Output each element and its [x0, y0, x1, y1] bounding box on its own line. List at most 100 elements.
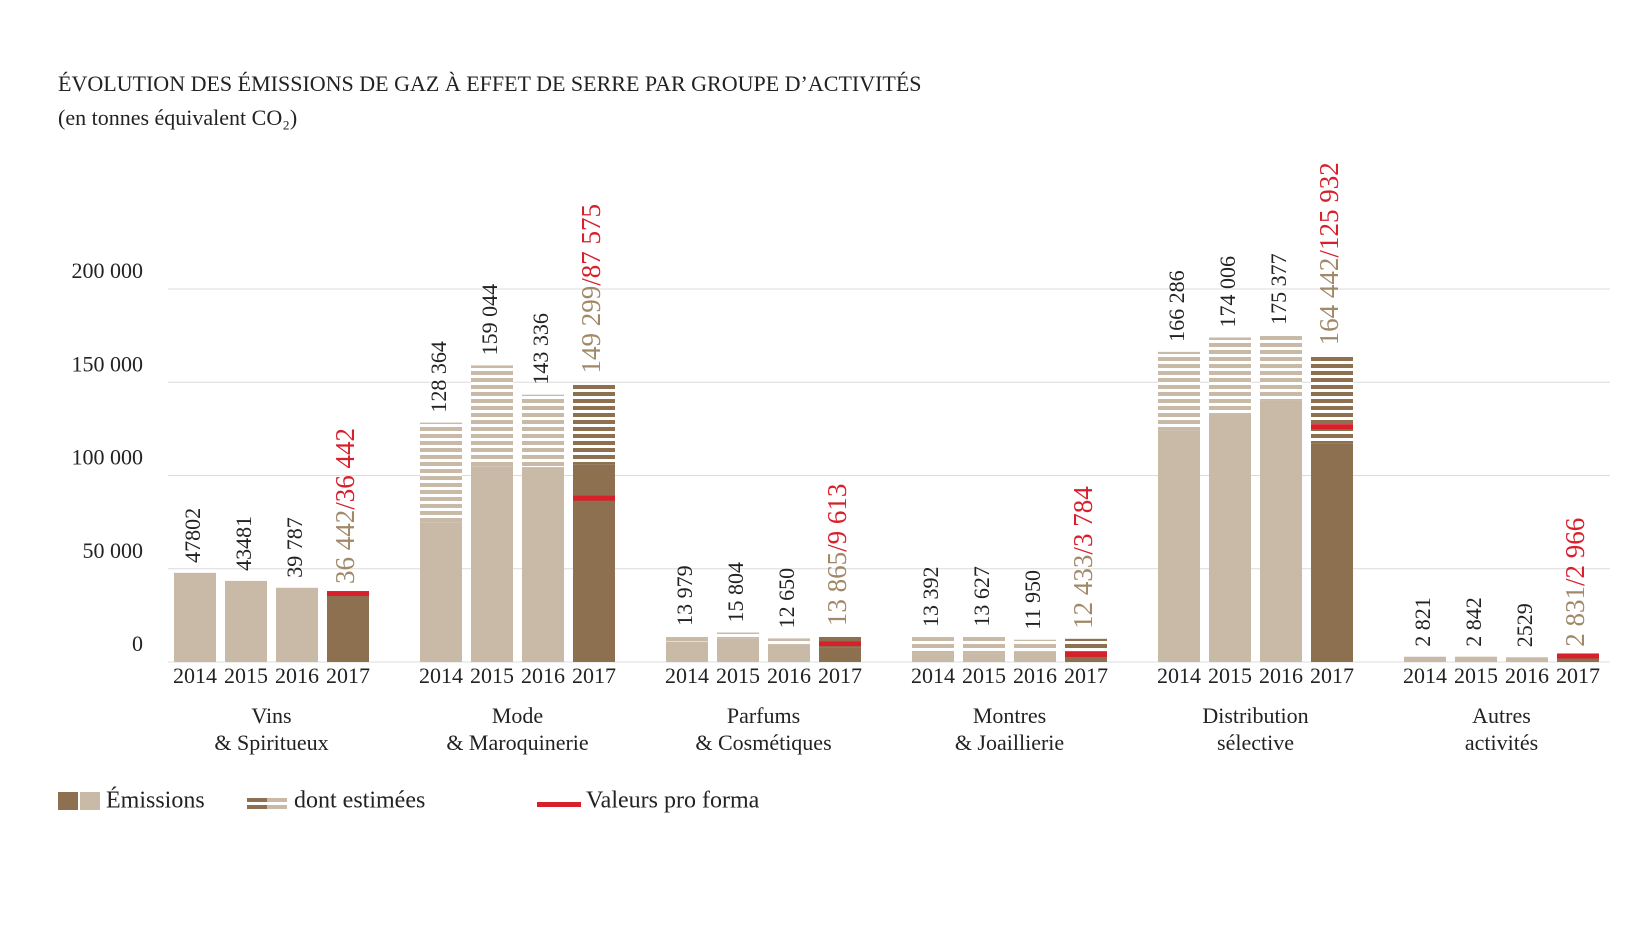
bar-measured [1209, 413, 1251, 662]
chart-title: ÉVOLUTION DES ÉMISSIONS DE GAZ À EFFET D… [58, 71, 922, 96]
x-tick-label: 2014 [665, 663, 709, 688]
value-label: 47802 [180, 508, 205, 563]
group-label: Distribution [1202, 703, 1308, 728]
label-separator: / [822, 544, 852, 552]
y-tick-label: 50 000 [83, 538, 144, 563]
x-tick-label: 2017 [1064, 663, 1108, 688]
value-label: 39 787 [282, 517, 307, 578]
legend-swatch [267, 796, 287, 810]
bar-estimated [717, 632, 759, 639]
bar-estimated [471, 365, 513, 467]
x-tick-label: 2014 [1157, 663, 1201, 688]
x-tick-label: 2016 [1259, 663, 1303, 688]
bar-estimated [768, 638, 810, 645]
pro-forma-marker [1557, 653, 1599, 659]
label-separator: / [576, 278, 606, 286]
group-label: & Spiritueux [214, 730, 328, 755]
legend-swatch [537, 802, 581, 807]
bar-measured [963, 653, 1005, 662]
x-tick-label: 2015 [1454, 663, 1498, 688]
value-label-text: 2 842 [1461, 597, 1486, 647]
legend-label: Émissions [106, 788, 205, 814]
pro-forma-label: 2 966 [1560, 518, 1590, 579]
x-tick-label: 2016 [521, 663, 565, 688]
value-label: 159 044 [477, 284, 502, 356]
value-label-text: 149 299 [576, 286, 606, 374]
bar-measured [1014, 651, 1056, 662]
value-label: 36 442/36 442 [330, 428, 360, 584]
bar-estimated [912, 637, 954, 655]
value-label-text: 2529 [1512, 603, 1537, 647]
x-tick-label: 2015 [1208, 663, 1252, 688]
y-tick-label: 100 000 [72, 445, 144, 470]
bar-estimated [1311, 355, 1353, 444]
group-label: & Maroquinerie [446, 730, 588, 755]
x-tick-label: 2016 [1505, 663, 1549, 688]
bar-measured [573, 464, 615, 662]
value-label-text: 2 831 [1560, 586, 1590, 647]
value-label-text: 13 979 [672, 565, 697, 626]
bar-measured [819, 647, 861, 662]
bar-estimated [573, 383, 615, 465]
value-label-text: 128 364 [426, 341, 451, 413]
pro-forma-label: 3 784 [1068, 486, 1098, 547]
bar-measured [768, 644, 810, 662]
value-label: 2 821 [1410, 597, 1435, 647]
value-label-text: 174 006 [1215, 256, 1240, 328]
bar-measured [225, 580, 267, 662]
value-label-text: 11 950 [1020, 570, 1045, 630]
x-tick-label: 2017 [818, 663, 862, 688]
bar-estimated [666, 635, 708, 642]
pro-forma-marker [1065, 651, 1107, 657]
bar-measured [1455, 656, 1497, 662]
chart-subtitle: (en tonnes équivalent CO₂) [58, 105, 297, 130]
bar-measured [522, 467, 564, 662]
label-separator: / [1314, 250, 1344, 258]
bar-measured [1065, 656, 1107, 662]
y-tick-label: 0 [132, 631, 143, 656]
label-separator: / [1068, 547, 1098, 555]
value-label: 13 979 [672, 565, 697, 626]
pro-forma-marker [573, 495, 615, 501]
value-label-text: 143 336 [528, 313, 553, 385]
bar-measured [174, 572, 216, 662]
group-label: Montres [973, 703, 1046, 728]
legend-label: dont estimées [294, 788, 425, 814]
x-tick-label: 2014 [911, 663, 955, 688]
value-label-text: 2 821 [1410, 597, 1435, 647]
x-tick-label: 2014 [173, 663, 217, 688]
value-label-text: 43481 [231, 516, 256, 571]
x-tick-label: 2016 [275, 663, 319, 688]
pro-forma-label: 36 442 [330, 428, 360, 502]
bar-measured [912, 654, 954, 662]
value-label-text: 175 377 [1266, 253, 1291, 325]
value-label: 143 336 [528, 313, 553, 385]
value-label: 2529 [1512, 603, 1537, 647]
value-label: 13 865/9 613 [822, 484, 852, 627]
group-label: activités [1465, 730, 1538, 755]
value-label: 2 842 [1461, 597, 1486, 647]
pro-forma-label: 125 932 [1314, 162, 1344, 250]
bar-measured [420, 522, 462, 662]
value-label: 166 286 [1164, 270, 1189, 342]
label-separator: / [330, 502, 360, 510]
value-label-text: 166 286 [1164, 270, 1189, 342]
bar-measured [1506, 657, 1548, 662]
label-separator: / [1560, 578, 1590, 586]
value-label-text: 164 442 [1314, 258, 1344, 346]
bar-estimated [522, 394, 564, 468]
value-label: 164 442/125 932 [1314, 162, 1344, 345]
bar-measured [1158, 430, 1200, 662]
x-tick-label: 2016 [1013, 663, 1057, 688]
y-tick-label: 150 000 [72, 351, 144, 376]
value-label: 15 804 [723, 562, 748, 623]
value-label: 174 006 [1215, 256, 1240, 328]
bar-estimated [963, 636, 1005, 654]
x-tick-label: 2017 [1310, 663, 1354, 688]
value-label: 2 831/2 966 [1560, 518, 1590, 647]
value-label-text: 159 044 [477, 284, 502, 356]
group-label: Autres [1472, 703, 1531, 728]
value-label-text: 13 392 [918, 567, 943, 628]
bar-estimated [1209, 337, 1251, 414]
x-tick-label: 2017 [572, 663, 616, 688]
